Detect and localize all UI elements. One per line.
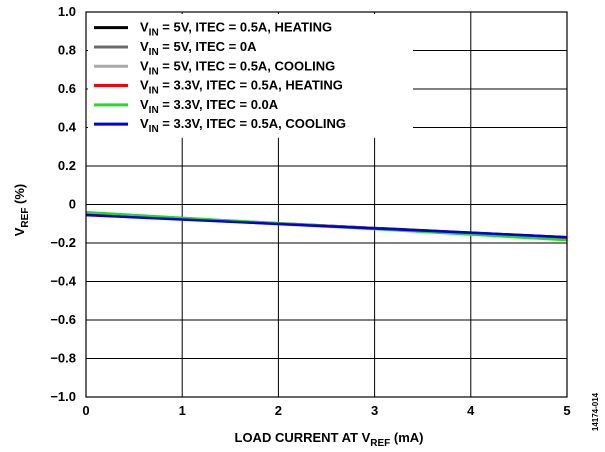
y-tick-label: 0	[69, 197, 76, 212]
legend-entry-text: = 5V, ITEC = 0A	[159, 39, 257, 54]
legend-entry-text: = 5V, ITEC = 0.5A, COOLING	[159, 58, 336, 73]
figure-id: 14174-014	[591, 392, 600, 431]
series-line-6	[85, 213, 568, 239]
legend-entry: VIN = 5V, ITEC = 0.5A, HEATING	[140, 20, 332, 39]
x-axis-label-main: LOAD CURRENT AT V	[235, 430, 371, 445]
legend-entry-prefix: V	[140, 97, 149, 112]
legend-entry-text: = 3.3V, ITEC = 0.0A	[159, 97, 279, 112]
y-axis-label-main: V	[12, 227, 27, 236]
x-tick-label: 5	[563, 403, 570, 418]
y-axis-label-tail: (%)	[12, 184, 27, 208]
x-axis-label-tail: (mA)	[390, 430, 423, 445]
y-tick-label: 0.6	[58, 81, 76, 96]
series-layer	[85, 210, 568, 242]
y-tick-label: 0.8	[58, 43, 76, 58]
legend-box	[88, 14, 413, 138]
y-tick-label: 0.2	[58, 158, 76, 173]
x-axis-label-sub: REF	[370, 438, 390, 449]
legend-entry-prefix: V	[140, 58, 149, 73]
y-tick-label: −0.4	[50, 274, 76, 289]
y-tick-labels: 1.0 0.8 0.6 0.4 0.2 0 −0.2 −0.4 −0.6 −0.8 −1.0	[50, 4, 76, 404]
y-tick-label: −0.8	[50, 351, 76, 366]
legend-entry-sub: IN	[149, 124, 159, 135]
y-axis-label-sub: REF	[20, 208, 31, 228]
y-axis-label: VREF (%)	[12, 184, 31, 237]
legend-entry-sub: IN	[149, 105, 159, 116]
y-tick-label: −0.2	[50, 235, 76, 250]
legend-entry-sub: IN	[149, 66, 159, 77]
y-tick-label: −0.6	[50, 312, 76, 327]
legend-entry-text: = 5V, ITEC = 0.5A, HEATING	[159, 20, 332, 35]
x-tick-label: 0	[82, 403, 89, 418]
y-tick-label: 0.4	[58, 120, 77, 135]
legend-entry-sub: IN	[149, 28, 159, 39]
plot-frame	[85, 11, 568, 398]
legend-entry-prefix: V	[140, 116, 149, 131]
legend-entry-sub: IN	[149, 86, 159, 97]
legend-entry-prefix: V	[140, 20, 149, 35]
x-tick-label: 1	[179, 403, 186, 418]
legend-entry: VIN = 3.3V, ITEC = 0.5A, COOLING	[140, 116, 346, 135]
x-tick-labels: 0 1 2 3 4 5	[82, 403, 570, 418]
legend-entry: VIN = 3.3V, ITEC = 0.0A	[140, 97, 279, 116]
legend-entry: VIN = 5V, ITEC = 0A	[140, 39, 257, 58]
y-tick-label: −1.0	[50, 389, 76, 404]
x-axis-label: LOAD CURRENT AT VREF (mA)	[235, 430, 424, 449]
x-tick-label: 4	[467, 403, 475, 418]
x-tick-label: 3	[371, 403, 378, 418]
legend-entry: VIN = 3.3V, ITEC = 0.5A, HEATING	[140, 78, 343, 97]
legend-entry-sub: IN	[149, 47, 159, 58]
legend-entry-text: = 3.3V, ITEC = 0.5A, COOLING	[159, 116, 346, 131]
x-tick-label: 2	[275, 403, 282, 418]
legend-entry-text: = 3.3V, ITEC = 0.5A, HEATING	[159, 78, 343, 93]
legend-entry-prefix: V	[140, 78, 149, 93]
y-tick-label: 1.0	[58, 4, 76, 19]
legend-entry: VIN = 5V, ITEC = 0.5A, COOLING	[140, 58, 335, 77]
legend-entry-prefix: V	[140, 39, 149, 54]
